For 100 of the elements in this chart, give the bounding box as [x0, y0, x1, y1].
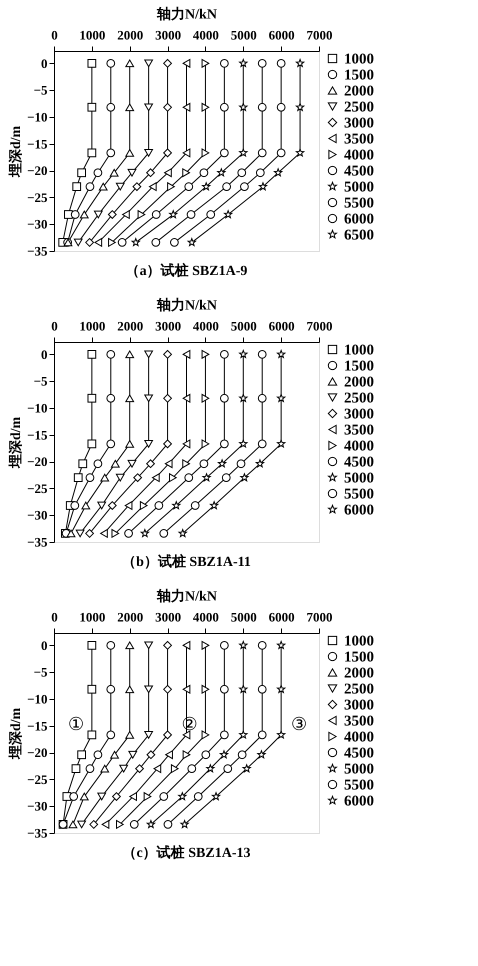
x-tick-label: 5000: [230, 318, 257, 334]
legend-label: 5500: [344, 778, 374, 794]
point: [180, 820, 189, 828]
x-tick-label: 5000: [230, 28, 257, 42]
point: [256, 459, 264, 468]
legend-label: 5000: [344, 180, 374, 196]
point: [86, 182, 94, 192]
x-tick-label: 0: [51, 318, 58, 334]
point: [87, 440, 96, 448]
point: [125, 394, 134, 402]
x-tick-label: 3000: [155, 610, 182, 624]
y-tick-label: −5: [34, 664, 48, 680]
point: [76, 530, 84, 538]
annotation: ①: [68, 714, 84, 734]
point: [119, 764, 128, 773]
point: [152, 473, 160, 482]
legend-label: 1000: [344, 634, 374, 650]
point: [258, 148, 267, 158]
x-tick-label: 7000: [306, 318, 332, 334]
legend-label: 4000: [344, 438, 374, 454]
point: [202, 58, 210, 68]
point: [153, 764, 162, 774]
y-tick-label: −25: [27, 480, 48, 496]
y-tick-label: −5: [34, 82, 48, 98]
legend-label: 4500: [344, 164, 374, 180]
point: [81, 502, 90, 510]
point: [258, 684, 267, 694]
legend-label: 3000: [344, 406, 374, 422]
point: [146, 750, 156, 760]
x-tick-label: 1000: [79, 318, 106, 334]
point: [240, 473, 249, 482]
point: [163, 640, 172, 650]
point: [110, 750, 119, 759]
point: [77, 820, 86, 828]
point: [276, 640, 286, 649]
point: [70, 210, 80, 219]
x-tick-label: 6000: [268, 28, 295, 42]
point: [182, 440, 190, 448]
point: [80, 792, 89, 800]
point: [239, 684, 248, 693]
point: [170, 764, 179, 774]
point: [169, 210, 178, 218]
point: [182, 459, 190, 468]
legend-label: 4000: [344, 730, 374, 746]
point: [98, 182, 108, 191]
point: [72, 182, 82, 192]
point: [202, 440, 210, 448]
point: [106, 350, 116, 359]
point: [132, 238, 140, 246]
legend-label: 2000: [344, 84, 374, 100]
point: [80, 210, 89, 218]
point: [237, 168, 246, 178]
point: [222, 473, 231, 482]
point: [220, 58, 229, 68]
point: [182, 58, 190, 68]
point: [239, 440, 248, 448]
point: [94, 459, 102, 468]
point: [239, 730, 248, 739]
point: [110, 460, 120, 468]
x-axis-title: 轴力N/kN: [156, 298, 217, 314]
legend-label: 2500: [344, 682, 374, 698]
point: [94, 168, 102, 178]
y-tick-label: −10: [27, 691, 48, 706]
legend-label: 6000: [344, 794, 374, 810]
point: [106, 394, 116, 403]
point: [201, 750, 210, 760]
point: [178, 529, 187, 538]
point: [257, 750, 266, 758]
point: [111, 529, 120, 538]
point: [212, 792, 220, 800]
point: [202, 473, 211, 482]
x-tick-label: 5000: [230, 610, 257, 624]
point: [87, 58, 96, 68]
point: [182, 394, 190, 403]
point: [85, 529, 94, 538]
point: [163, 58, 172, 68]
point: [69, 792, 78, 801]
point: [194, 792, 203, 801]
point: [100, 764, 110, 773]
point: [125, 731, 134, 739]
point: [163, 102, 172, 112]
point: [276, 394, 286, 402]
point: [85, 238, 94, 247]
point: [258, 350, 267, 359]
point: [144, 440, 154, 448]
point: [222, 182, 231, 192]
point: [110, 168, 119, 177]
point: [130, 820, 139, 829]
point: [276, 148, 286, 158]
point: [125, 103, 134, 112]
legend-label: 1000: [344, 52, 374, 68]
point: [108, 501, 117, 510]
y-tick-label: −20: [27, 745, 48, 760]
point: [240, 182, 249, 192]
point: [258, 58, 267, 68]
point: [220, 350, 229, 359]
point: [106, 58, 116, 68]
x-tick-label: 7000: [306, 610, 332, 624]
x-tick-label: 4000: [192, 318, 219, 334]
point: [87, 394, 96, 403]
